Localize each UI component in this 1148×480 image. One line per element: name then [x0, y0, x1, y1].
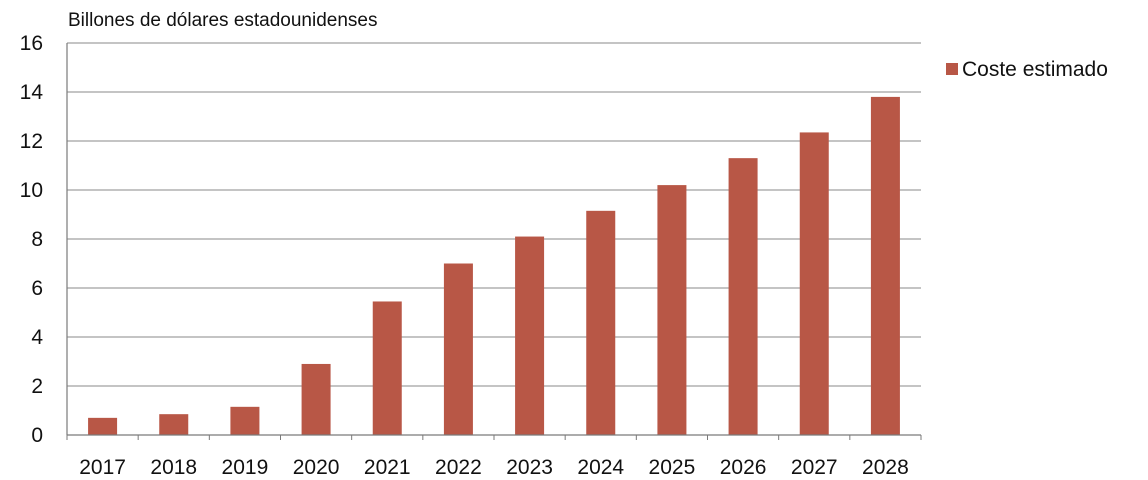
bar-2021 [372, 301, 402, 435]
x-tick-label: 2018 [150, 456, 197, 479]
bar-2025 [657, 185, 687, 435]
legend-swatch [946, 63, 958, 75]
bar-2027 [799, 132, 829, 436]
legend-label: Coste estimado [962, 58, 1108, 81]
x-axis: 2017 2018 2019 2020 2021 2022 2023 2024 2025 2026… [66, 43, 922, 479]
y-tick-label: 16 [20, 32, 43, 55]
x-tick-label: 2026 [720, 456, 767, 479]
x-tick-label: 2025 [649, 456, 696, 479]
bar-2024 [586, 210, 616, 435]
legend: Coste estimado [946, 58, 1108, 81]
y-tick-label: 0 [31, 424, 43, 447]
gridlines [67, 42, 921, 387]
y-tick-label: 8 [31, 228, 43, 251]
x-tick-label: 2020 [293, 456, 340, 479]
x-tick-label: 2022 [435, 456, 482, 479]
bar-2019 [230, 406, 260, 435]
bar-2022 [443, 263, 473, 435]
y-tick-label: 2 [31, 375, 43, 398]
bar-2018 [159, 414, 189, 435]
y-tick-labels: 0 2 4 6 8 10 12 14 16 [20, 32, 44, 447]
y-axis-title: Billones de dólares estadounidenses [68, 10, 378, 31]
bar-2023 [515, 236, 545, 435]
bar-2026 [728, 158, 758, 435]
y-tick-label: 10 [20, 179, 43, 202]
bar-2020 [301, 363, 331, 435]
x-tick-label: 2017 [79, 456, 126, 479]
bar-2017 [88, 417, 118, 435]
x-tick-label: 2019 [222, 456, 269, 479]
x-tick-label: 2024 [577, 456, 624, 479]
bar-2028 [870, 96, 900, 436]
y-tick-label: 4 [31, 326, 43, 349]
x-tick-label: 2028 [862, 456, 909, 479]
x-tick-label: 2021 [364, 456, 411, 479]
x-tick-label: 2027 [791, 456, 838, 479]
bars [88, 96, 900, 436]
x-tick-label: 2023 [506, 456, 553, 479]
y-tick-label: 6 [31, 277, 43, 300]
y-tick-label: 12 [20, 130, 43, 153]
y-tick-label: 14 [20, 81, 44, 104]
